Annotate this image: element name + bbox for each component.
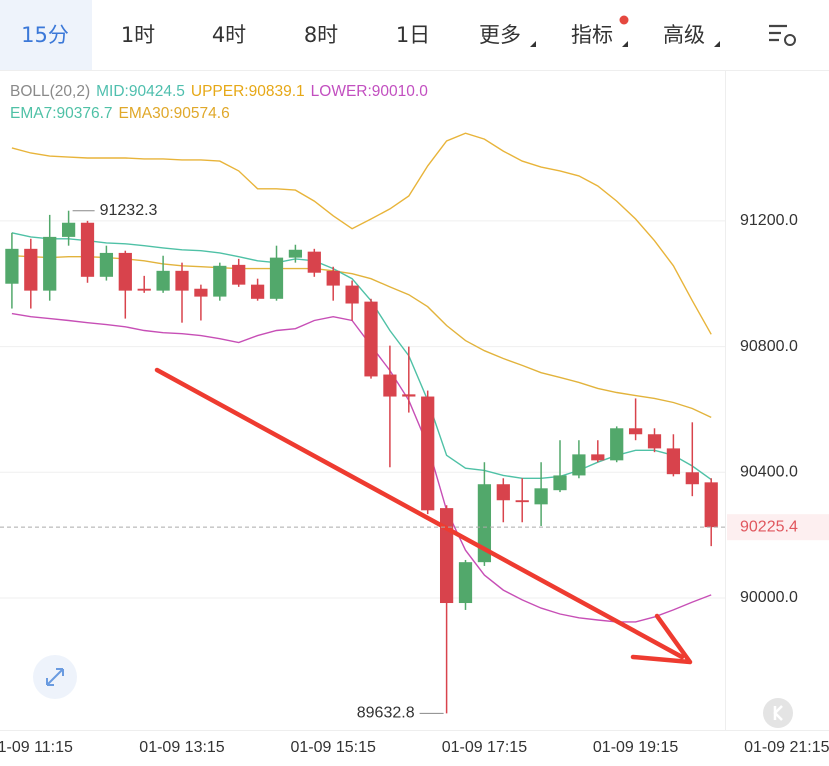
- candle-body: [326, 270, 340, 286]
- candle-body: [288, 249, 303, 258]
- candle-body: [515, 500, 529, 503]
- legend-row: BOLL(20,2) MID:90424.5 UPPER:90839.1 LOWER:…: [10, 83, 428, 100]
- tab[interactable]: 15分: [21, 23, 69, 47]
- candle-body: [458, 562, 473, 604]
- scroll-latest-button[interactable]: [763, 698, 793, 728]
- last-price-box: [727, 514, 829, 541]
- candle-body: [156, 270, 170, 291]
- candle-body: [232, 264, 246, 285]
- candle-body: [61, 222, 76, 237]
- candle-body: [572, 454, 586, 476]
- x-tick-label: 01-09 15:15: [291, 739, 377, 756]
- candle-body: [364, 301, 378, 377]
- tab-selected-bg: [0, 0, 92, 70]
- indicator-line: [11, 232, 712, 481]
- candle-body: [704, 482, 718, 528]
- candle-body: [175, 270, 189, 291]
- candle-body: [647, 434, 662, 449]
- candle-body: [137, 288, 151, 291]
- indicator-line: [11, 132, 712, 335]
- candle-body: [307, 251, 321, 273]
- tab[interactable]: 指标: [571, 23, 613, 47]
- scroll-latest-icon: [773, 705, 783, 721]
- candle-body: [118, 252, 132, 291]
- tab[interactable]: 4时: [212, 23, 246, 47]
- candle-body: [402, 394, 416, 397]
- candle-body: [5, 248, 19, 284]
- candle-body: [383, 374, 397, 397]
- candle-body: [666, 448, 681, 475]
- tab[interactable]: 8时: [304, 23, 338, 47]
- settings-icon-gear[interactable]: [784, 34, 796, 46]
- y-tick-label: 91200.0: [740, 212, 798, 229]
- badge-dot: [619, 15, 629, 25]
- x-tick-label: 01-09 13:15: [139, 739, 225, 756]
- tab[interactable]: 1时: [121, 23, 155, 47]
- trend-arrow-head: [630, 613, 693, 665]
- last-price-label: 90225.4: [740, 518, 798, 535]
- candle-body: [628, 428, 643, 435]
- x-tick-label: 01-09 11:15: [0, 739, 73, 756]
- candle-body: [591, 454, 605, 461]
- expand-icon: [46, 668, 64, 686]
- indicator-line: [11, 312, 712, 623]
- trend-arrow: [154, 367, 685, 660]
- x-tick-label: 01-09 17:15: [442, 739, 528, 756]
- legend-entry: BOLL(20,2): [10, 83, 90, 100]
- y-tick-label: 90400.0: [740, 464, 798, 481]
- low-label: 89632.8: [357, 705, 415, 722]
- candle-body: [534, 488, 548, 505]
- settings-icon[interactable]: [769, 24, 787, 42]
- x-tick-label: 01-09 19:15: [593, 739, 679, 756]
- legend-entry: MID:90424.5: [96, 83, 185, 100]
- legend-entry: UPPER:90839.1: [191, 83, 305, 100]
- tab[interactable]: 1日: [396, 23, 430, 47]
- high-label: 91232.3: [100, 202, 158, 219]
- legend-entry: LOWER:90010.0: [311, 83, 429, 100]
- candle-body: [213, 265, 227, 297]
- candle-body: [685, 472, 699, 485]
- candle-body: [99, 252, 114, 277]
- x-tick-label: 01-09 21:15: [744, 739, 829, 756]
- toolbar-bg: [0, 0, 829, 70]
- plot: [0, 132, 725, 714]
- candle-body: [345, 285, 359, 304]
- dropdown-caret: [714, 41, 720, 47]
- indicator-line: [11, 255, 712, 419]
- legend-entry: EMA30:90574.6: [119, 105, 230, 122]
- toolbar: 15分 1时 4时 8时 1日 更多 指标 高级: [0, 0, 829, 71]
- candle-body: [250, 284, 265, 299]
- dropdown-caret: [530, 41, 536, 47]
- candle-body: [194, 288, 208, 297]
- candle-body: [24, 248, 38, 291]
- candle-body: [496, 484, 510, 501]
- y-tick-label: 90000.0: [740, 589, 798, 606]
- candle-body: [43, 236, 57, 291]
- candle-body: [477, 484, 492, 563]
- legend-row: EMA7:90376.7 EMA30:90574.6: [10, 105, 230, 122]
- tab[interactable]: 高级: [663, 23, 705, 47]
- candle-body: [439, 508, 454, 604]
- candle-body: [421, 396, 435, 511]
- tab[interactable]: 更多: [479, 23, 521, 47]
- candle-body: [553, 475, 567, 491]
- overlay: [33, 367, 793, 728]
- dropdown-caret: [622, 41, 628, 47]
- legend-entry: EMA7:90376.7: [10, 105, 113, 122]
- candle-body: [269, 257, 284, 299]
- y-tick-label: 90800.0: [740, 338, 798, 355]
- candle-body: [610, 428, 624, 461]
- candle-body: [80, 222, 95, 277]
